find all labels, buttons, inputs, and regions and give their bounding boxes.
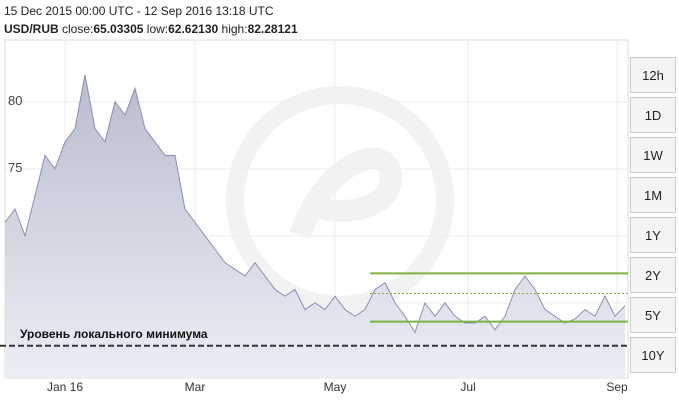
area-fill [5, 74, 625, 378]
price-summary: USD/RUB close:65.03305 low:62.62130 high… [4, 22, 298, 36]
x-tick-label: Sep [606, 380, 628, 394]
y-tick-label: 75 [8, 160, 22, 175]
range-button[interactable]: 1D [630, 97, 676, 133]
date-range: 15 Dec 2015 00:00 UTC - 12 Sep 2016 13:1… [4, 4, 274, 18]
low-label: low: [146, 22, 169, 36]
range-button[interactable]: 5Y [630, 297, 676, 333]
low-value: 62.62130 [168, 22, 219, 36]
x-tick-label: May [324, 380, 347, 394]
range-button[interactable]: 1W [630, 137, 676, 173]
range-button[interactable]: 12h [630, 57, 676, 93]
annotation: Уровень локального минимума [20, 327, 208, 341]
range-button[interactable]: 10Y [630, 337, 676, 373]
range-button[interactable]: 1Y [630, 217, 676, 253]
pair: USD/RUB [4, 22, 59, 36]
range-button[interactable]: 2Y [630, 257, 676, 293]
x-tick-label: Mar [185, 380, 206, 394]
x-tick-label: Jul [460, 380, 475, 394]
close-value: 65.03305 [93, 22, 144, 36]
high-value: 82.28121 [247, 22, 298, 36]
x-tick-label: Jan 16 [47, 380, 83, 394]
price-line [4, 74, 626, 334]
y-tick-label: 80 [8, 93, 22, 108]
high-label: high: [221, 22, 248, 36]
close-label: close: [62, 22, 94, 36]
range-button[interactable]: 1M [630, 177, 676, 213]
